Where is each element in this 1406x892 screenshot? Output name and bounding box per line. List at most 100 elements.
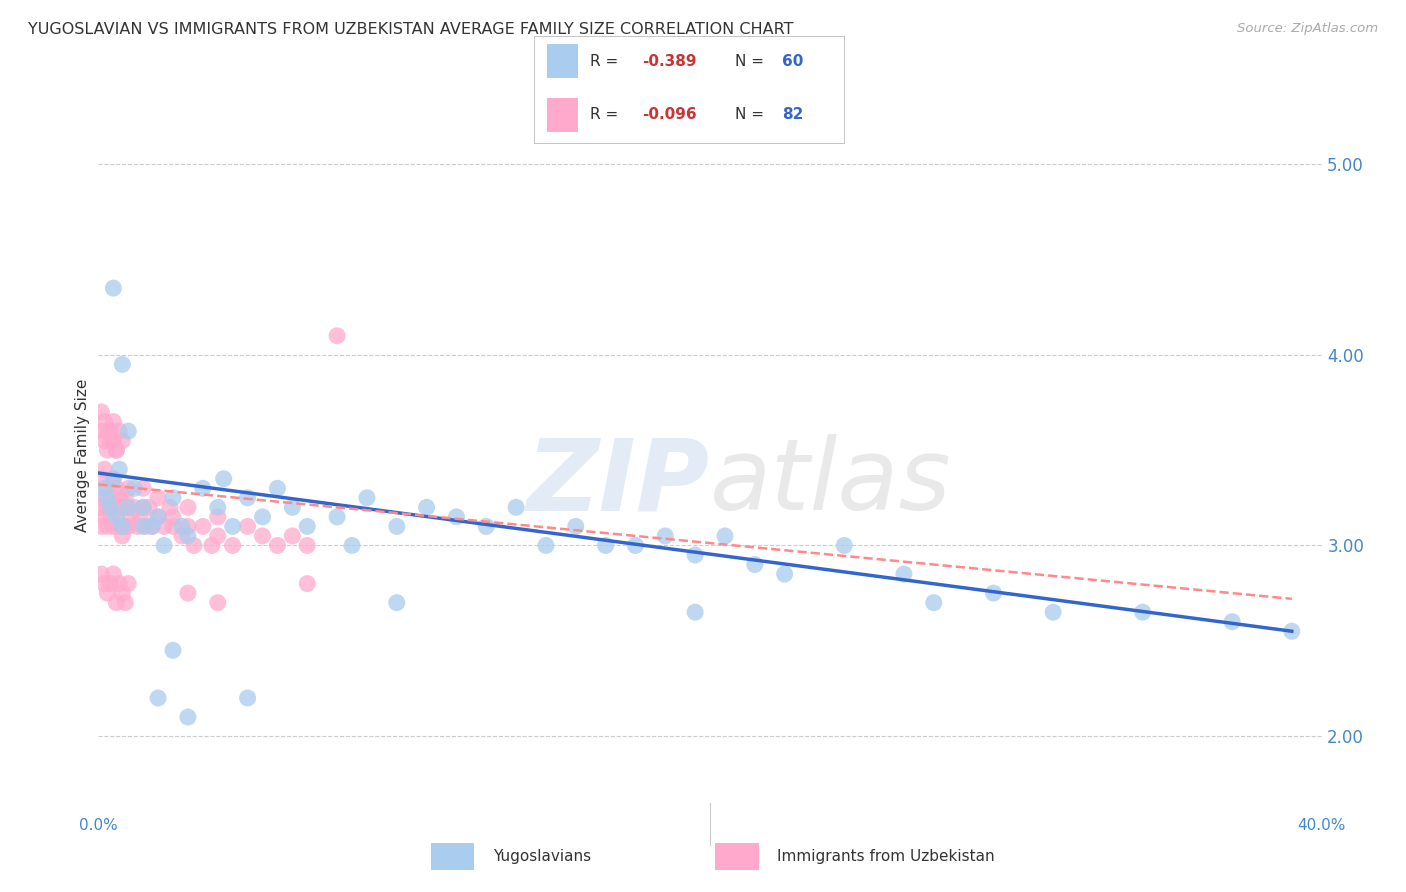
Point (162, 509, 184, 524)
Point (159, 500, 181, 515)
Point (93, 491, 115, 505)
Point (266, 539, 288, 553)
Point (103, 281, 125, 295)
Point (212, 472, 235, 486)
Point (297, 519, 319, 533)
Point (98, 491, 121, 505)
Point (624, 539, 647, 553)
Point (207, 529, 229, 543)
Point (93, 481, 115, 495)
Point (111, 434, 134, 448)
Point (207, 500, 229, 515)
Point (93, 576, 115, 591)
Point (683, 605, 706, 619)
Point (177, 529, 200, 543)
Point (236, 519, 259, 533)
Text: ZIP: ZIP (527, 434, 710, 532)
Point (146, 509, 169, 524)
Point (1220, 615, 1243, 629)
Point (108, 519, 131, 533)
Text: N =: N = (735, 54, 769, 69)
Point (96, 519, 118, 533)
Point (93, 434, 115, 448)
Point (111, 586, 134, 600)
Point (170, 519, 193, 533)
Point (103, 472, 125, 486)
Point (93, 415, 115, 429)
Point (93, 462, 115, 476)
Point (93, 509, 115, 524)
Point (117, 424, 139, 438)
Point (153, 519, 176, 533)
Point (96, 491, 118, 505)
Point (146, 690, 169, 705)
Bar (716, 843, 759, 870)
Text: N =: N = (735, 107, 769, 122)
Point (170, 529, 193, 543)
Point (111, 357, 134, 371)
Point (221, 539, 243, 553)
Point (90, 472, 112, 486)
Point (127, 519, 149, 533)
Point (111, 529, 134, 543)
Point (90, 567, 112, 582)
Point (236, 690, 259, 705)
Point (565, 519, 588, 533)
Point (129, 509, 152, 524)
Point (153, 539, 176, 553)
Point (117, 500, 139, 515)
Point (893, 567, 915, 582)
Point (356, 491, 378, 505)
Bar (430, 843, 474, 870)
Point (135, 519, 157, 533)
Text: Immigrants from Uzbekistan: Immigrants from Uzbekistan (778, 849, 995, 863)
Point (207, 596, 229, 610)
Point (654, 529, 676, 543)
Point (111, 519, 134, 533)
Point (122, 500, 145, 515)
Text: YUGOSLAVIAN VS IMMIGRANTS FROM UZBEKISTAN AVERAGE FAMILY SIZE CORRELATION CHART: YUGOSLAVIAN VS IMMIGRANTS FROM UZBEKISTA… (28, 22, 793, 37)
Point (96, 586, 118, 600)
Point (983, 586, 1005, 600)
Point (207, 509, 229, 524)
Point (146, 509, 169, 524)
Text: 60: 60 (782, 54, 803, 69)
Point (183, 539, 205, 553)
Point (105, 596, 128, 610)
Point (117, 500, 139, 515)
Point (103, 567, 125, 582)
Point (108, 424, 131, 438)
Point (114, 491, 136, 505)
Point (117, 481, 139, 495)
Point (98, 434, 121, 448)
Point (177, 586, 200, 600)
Point (832, 539, 855, 553)
Point (340, 539, 363, 553)
Point (114, 519, 136, 533)
Point (773, 567, 796, 582)
Point (98, 424, 121, 438)
Text: Source: ZipAtlas.com: Source: ZipAtlas.com (1237, 22, 1378, 36)
Point (120, 509, 142, 524)
Point (385, 596, 408, 610)
Point (105, 509, 128, 524)
Point (105, 443, 128, 458)
Point (297, 539, 319, 553)
Point (98, 576, 121, 591)
Point (132, 519, 155, 533)
Point (90, 500, 112, 515)
Point (191, 481, 214, 495)
Point (141, 519, 163, 533)
Point (108, 491, 131, 505)
Bar (547, 98, 578, 132)
Text: 82: 82 (782, 107, 803, 122)
Point (105, 481, 128, 495)
Point (96, 500, 118, 515)
Point (103, 472, 125, 486)
Point (683, 548, 706, 562)
Point (114, 596, 136, 610)
Point (1042, 605, 1064, 619)
Text: atlas: atlas (710, 434, 952, 532)
Point (117, 519, 139, 533)
Point (922, 596, 945, 610)
